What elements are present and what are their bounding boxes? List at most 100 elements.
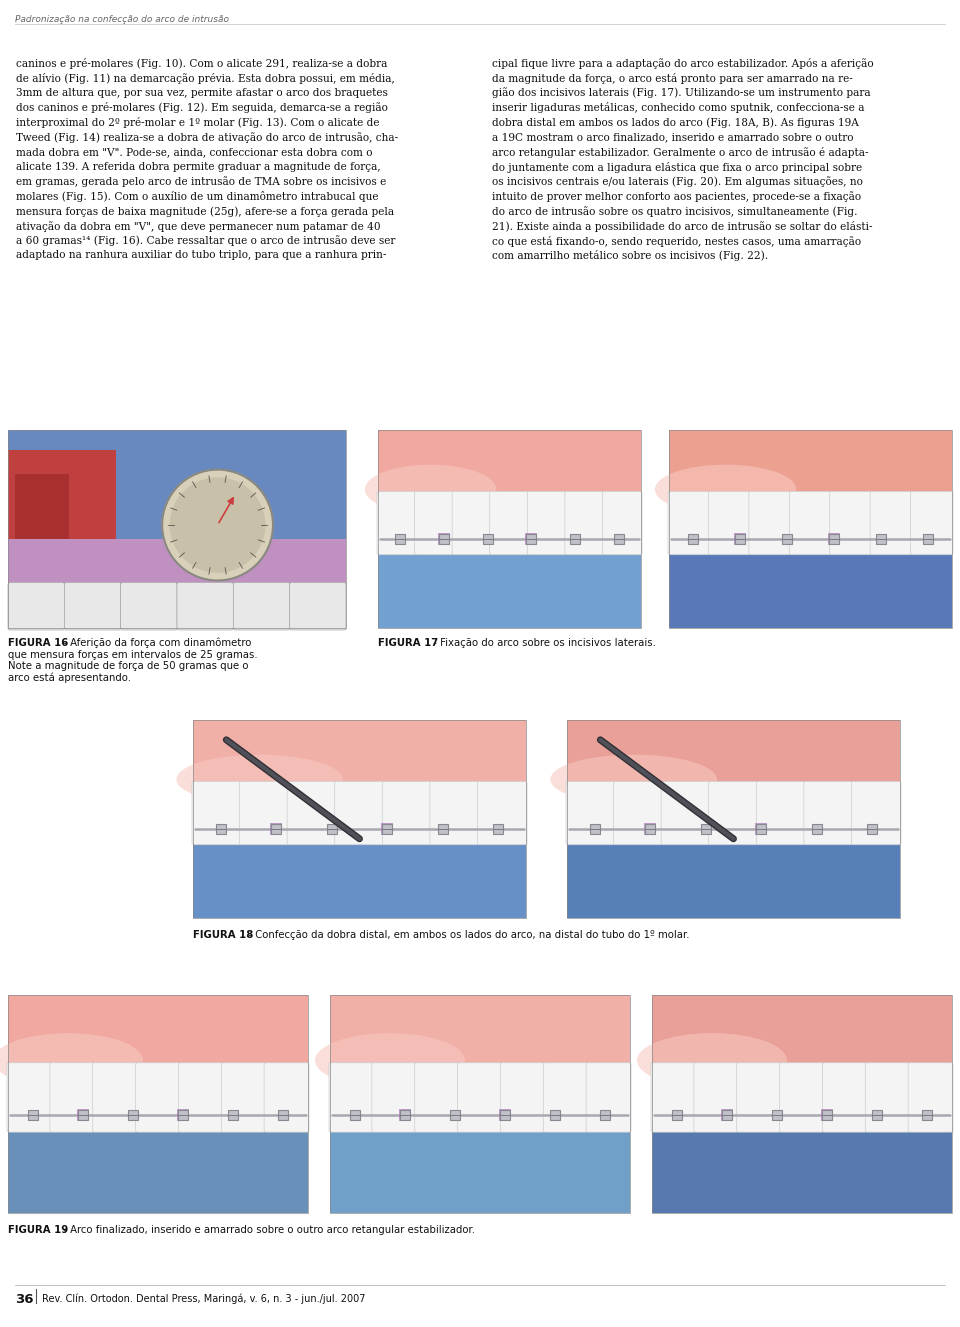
FancyBboxPatch shape <box>500 1063 545 1132</box>
Bar <box>721 1109 733 1121</box>
Bar <box>526 533 537 544</box>
Bar <box>271 823 282 835</box>
Bar <box>378 430 641 539</box>
Bar <box>381 823 394 835</box>
Text: 21). Existe ainda a possibilidade do arco de intrusão se soltar do elásti-: 21). Existe ainda a possibilidade do arc… <box>492 220 873 232</box>
Ellipse shape <box>315 1034 465 1088</box>
Text: - Aferição da força com dinamômetro: - Aferição da força com dinamômetro <box>60 638 252 649</box>
FancyBboxPatch shape <box>829 491 872 555</box>
Ellipse shape <box>637 1034 787 1088</box>
Bar <box>330 1131 630 1213</box>
FancyBboxPatch shape <box>458 1063 502 1132</box>
Bar <box>395 533 405 544</box>
Bar <box>326 824 337 833</box>
FancyBboxPatch shape <box>852 782 901 845</box>
Bar <box>669 553 952 628</box>
FancyBboxPatch shape <box>587 1063 631 1132</box>
FancyBboxPatch shape <box>64 583 121 630</box>
Bar <box>178 1109 188 1120</box>
Bar <box>733 533 746 545</box>
Text: os incisivos centrais e/ou laterais (Fig. 20). Em algumas situações, no: os incisivos centrais e/ou laterais (Fig… <box>492 176 863 187</box>
Bar <box>772 1109 782 1120</box>
Bar <box>687 533 698 544</box>
Bar <box>77 1109 89 1121</box>
Text: - Fixação do arco sobre os incisivos laterais.: - Fixação do arco sobre os incisivos lat… <box>430 638 656 648</box>
Bar <box>722 1109 732 1120</box>
Text: Tweed (Fig. 14) realiza-se a dobra de ativação do arco de intrusão, cha-: Tweed (Fig. 14) realiza-se a dobra de at… <box>16 131 398 143</box>
Text: caninos e pré-molares (Fig. 10). Com o alicate 291, realiza-se a dobra: caninos e pré-molares (Fig. 10). Com o a… <box>16 58 388 69</box>
Bar <box>867 824 877 833</box>
Text: a 60 gramas¹⁴ (Fig. 16). Cabe ressaltar que o arco de intrusão deve ser: a 60 gramas¹⁴ (Fig. 16). Cabe ressaltar … <box>16 236 396 247</box>
Bar <box>177 1109 189 1121</box>
FancyBboxPatch shape <box>415 1063 460 1132</box>
Bar <box>567 721 900 918</box>
Bar <box>78 1109 88 1120</box>
Text: do arco de intrusão sobre os quatro incisivos, simultaneamente (Fig.: do arco de intrusão sobre os quatro inci… <box>492 206 857 216</box>
Circle shape <box>162 470 273 580</box>
Text: FIGURA 19: FIGURA 19 <box>8 1225 68 1235</box>
Bar <box>822 1109 832 1120</box>
FancyBboxPatch shape <box>233 583 290 630</box>
Bar <box>493 824 503 833</box>
Bar <box>378 553 641 628</box>
Bar <box>829 533 839 544</box>
FancyBboxPatch shape <box>452 491 492 555</box>
Text: com amarrilho metálico sobre os incisivos (Fig. 22).: com amarrilho metálico sobre os incisivo… <box>492 251 768 261</box>
Bar <box>438 533 449 545</box>
Bar <box>652 1131 952 1213</box>
FancyBboxPatch shape <box>566 782 615 845</box>
Text: cipal fique livre para a adaptação do arco estabilizador. Após a aferição: cipal fique livre para a adaptação do ar… <box>492 58 874 69</box>
FancyBboxPatch shape <box>911 491 953 555</box>
Bar <box>644 823 657 835</box>
Bar <box>499 1109 511 1121</box>
Bar <box>645 824 656 833</box>
Text: em gramas, gerada pelo arco de intrusão de TMA sobre os incisivos e: em gramas, gerada pelo arco de intrusão … <box>16 176 386 187</box>
Text: - Confecção da dobra distal, em ambos os lados do arco, na distal do tubo do 1º : - Confecção da dobra distal, em ambos os… <box>245 930 689 940</box>
Bar <box>8 995 308 1115</box>
Bar <box>589 824 600 833</box>
Bar <box>570 533 580 544</box>
Bar <box>28 1109 38 1120</box>
Bar <box>781 533 792 544</box>
FancyBboxPatch shape <box>789 491 831 555</box>
FancyBboxPatch shape <box>756 782 805 845</box>
Bar <box>8 539 346 628</box>
Bar <box>450 1109 460 1120</box>
FancyBboxPatch shape <box>377 491 417 555</box>
Bar <box>350 1109 360 1120</box>
Bar <box>14 474 69 557</box>
Bar <box>567 721 900 829</box>
Bar <box>821 1109 833 1121</box>
Text: alicate 139. A referida dobra permite graduar a magnitude de força,: alicate 139. A referida dobra permite gr… <box>16 162 380 171</box>
Text: FIGURA 17: FIGURA 17 <box>378 638 438 648</box>
FancyBboxPatch shape <box>329 1063 373 1132</box>
Bar <box>812 824 822 833</box>
FancyBboxPatch shape <box>661 782 710 845</box>
Bar <box>550 1109 560 1120</box>
Bar <box>330 995 630 1115</box>
Text: que mensura forças em intervalos de 25 gramas.: que mensura forças em intervalos de 25 g… <box>8 649 257 660</box>
FancyBboxPatch shape <box>8 583 64 630</box>
Text: FIGURA 18: FIGURA 18 <box>193 930 253 940</box>
Bar <box>193 721 526 918</box>
Bar <box>330 995 630 1213</box>
Text: da magnitude da força, o arco está pronto para ser amarrado na re-: da magnitude da força, o arco está pront… <box>492 73 852 84</box>
Bar <box>216 824 226 833</box>
Bar <box>400 1109 410 1120</box>
Bar <box>652 995 952 1213</box>
Bar <box>438 824 447 833</box>
FancyBboxPatch shape <box>527 491 566 555</box>
Text: de alívio (Fig. 11) na demarcação prévia. Esta dobra possui, em média,: de alívio (Fig. 11) na demarcação prévia… <box>16 73 395 84</box>
Bar <box>652 995 952 1115</box>
Bar <box>669 430 952 628</box>
FancyBboxPatch shape <box>708 782 758 845</box>
Bar <box>876 533 886 544</box>
Text: interproximal do 2º pré-molar e 1º molar (Fig. 13). Com o alicate de: interproximal do 2º pré-molar e 1º molar… <box>16 117 379 129</box>
Bar <box>193 721 526 829</box>
Text: - Arco finalizado, inserido e amarrado sobre o outro arco retangular estabilizad: - Arco finalizado, inserido e amarrado s… <box>60 1225 475 1235</box>
Bar <box>525 533 538 545</box>
FancyBboxPatch shape <box>749 491 791 555</box>
Text: do juntamente com a ligadura elástica que fixa o arco principal sobre: do juntamente com a ligadura elástica qu… <box>492 162 862 173</box>
FancyBboxPatch shape <box>382 782 432 845</box>
FancyBboxPatch shape <box>780 1063 825 1132</box>
